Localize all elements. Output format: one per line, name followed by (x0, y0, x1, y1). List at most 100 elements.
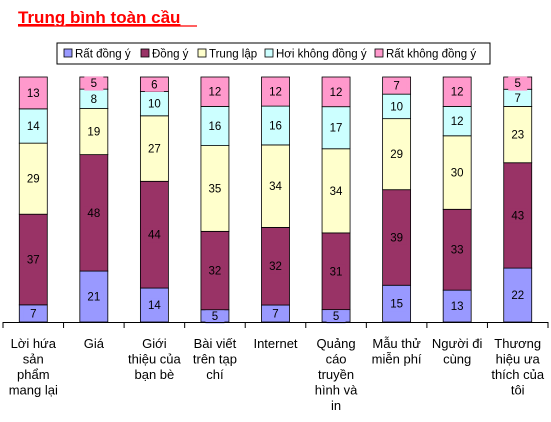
data-label: 5 (515, 78, 521, 90)
data-label: 21 (87, 292, 100, 304)
category-label-line: thiệu của (128, 352, 182, 367)
data-label: 17 (330, 123, 343, 135)
category-label: Giới thiệu của bạn bè (128, 336, 182, 382)
category-label-line: Giới (142, 336, 167, 351)
category-label: Lời hứa sản phẩm mang lại (9, 336, 58, 398)
data-label-bg (144, 77, 164, 92)
data-label: 12 (451, 87, 464, 99)
data-label: 43 (511, 210, 524, 222)
data-label-bg (447, 243, 467, 258)
data-label: 32 (269, 261, 282, 273)
legend-entry: Rất không đồng ý (386, 49, 476, 61)
data-label-bg (387, 79, 407, 94)
data-label: 27 (148, 144, 161, 156)
data-label: 7 (515, 93, 521, 105)
category-label: Internet (253, 336, 297, 351)
data-label-bg (23, 253, 43, 268)
data-label: 7 (272, 309, 278, 321)
data-label: 31 (330, 266, 343, 278)
legend-swatch (264, 48, 274, 58)
data-label: 12 (269, 87, 282, 99)
data-label-bg (266, 307, 285, 322)
category-label-line: chí (206, 367, 224, 382)
category-label-line: hiệu ưa (496, 352, 541, 367)
data-label-bg (326, 184, 346, 199)
data-label-bg (23, 172, 43, 187)
category-label-line: trên tạp (193, 352, 237, 367)
category-labels: Lời hứa sản phẩm mang lại Giá Giới thiệu của bạ… (9, 336, 545, 413)
data-label: 12 (330, 87, 343, 99)
category-label-line: Internet (253, 336, 297, 351)
data-label: 5 (333, 311, 339, 323)
category-label-line: thích của (491, 367, 545, 382)
chart-title: Trung bình toàn cầu (18, 8, 180, 27)
data-label-bg (447, 85, 467, 100)
category-label-line: Lời hứa (11, 336, 57, 351)
data-label-bg (144, 228, 164, 243)
data-label-bg (447, 166, 467, 181)
data-label: 19 (87, 127, 100, 139)
data-label: 29 (390, 149, 403, 161)
data-label-bg (447, 114, 467, 129)
data-label-bg (23, 119, 43, 134)
data-label-bg (326, 309, 346, 324)
data-label: 37 (27, 255, 40, 267)
legend-entry: Trung lập (209, 49, 257, 61)
legend-swatch (140, 48, 150, 58)
data-label: 39 (390, 232, 403, 244)
category-label-line: mang lại (9, 383, 58, 398)
category-label: Người đi cùng (432, 336, 483, 367)
data-label-bg (205, 181, 225, 196)
data-label-bg (508, 91, 528, 106)
data-label: 13 (27, 88, 40, 100)
data-label-bg (205, 264, 225, 279)
data-label: 30 (451, 168, 464, 180)
data-label-bg (508, 76, 528, 91)
data-label: 34 (330, 186, 343, 198)
data-label-bg (84, 92, 104, 107)
category-label-line: Quảng (317, 336, 356, 351)
data-label: 12 (451, 116, 464, 128)
data-label-bg (23, 86, 43, 101)
category-label-line: tôi (511, 383, 525, 398)
data-label: 10 (148, 99, 161, 111)
legend-swatch (63, 48, 73, 58)
data-label-bg (144, 97, 164, 112)
data-label-bg (387, 147, 407, 162)
data-label: 32 (209, 266, 222, 278)
category-label: Mẫu thử miễn phí (372, 336, 422, 367)
data-label: 6 (151, 79, 157, 91)
data-label: 7 (393, 81, 399, 93)
category-label-line: truyền (318, 367, 354, 382)
data-label: 8 (91, 94, 97, 106)
data-label: 15 (390, 299, 403, 311)
category-label-line: miễn phí (372, 352, 422, 367)
data-label: 44 (148, 230, 161, 242)
data-label: 16 (209, 121, 222, 133)
data-label: 14 (27, 121, 40, 133)
data-label: 12 (209, 87, 222, 99)
category-label-line: Thương (494, 336, 541, 351)
data-label-bg (84, 125, 104, 140)
category-label-line: phẩm (17, 367, 50, 382)
data-label: 23 (511, 130, 524, 142)
category-label: Giá (84, 336, 105, 351)
data-label-bg (84, 206, 104, 221)
bars: 7 37 29 14 13 21 48 19 8 5 14 44 27 10 6 5 32 35 16 12 7 32 34… (18, 76, 533, 324)
category-label-line: bạn bè (135, 367, 175, 382)
x-axis-ticks (2, 322, 549, 328)
data-label: 5 (212, 311, 218, 323)
data-label-bg (387, 99, 407, 114)
data-label-bg (326, 121, 346, 136)
data-label: 14 (148, 300, 161, 312)
data-label-bg (387, 297, 407, 312)
data-label-bg (447, 299, 467, 314)
data-label: 5 (91, 78, 97, 90)
data-label: 29 (27, 174, 40, 186)
data-label-bg (266, 259, 285, 274)
data-label-bg (508, 128, 528, 143)
category-label-line: hình và (315, 383, 358, 398)
data-label-bg (23, 306, 43, 321)
legend-swatch (374, 48, 384, 58)
data-label-bg (326, 264, 346, 279)
